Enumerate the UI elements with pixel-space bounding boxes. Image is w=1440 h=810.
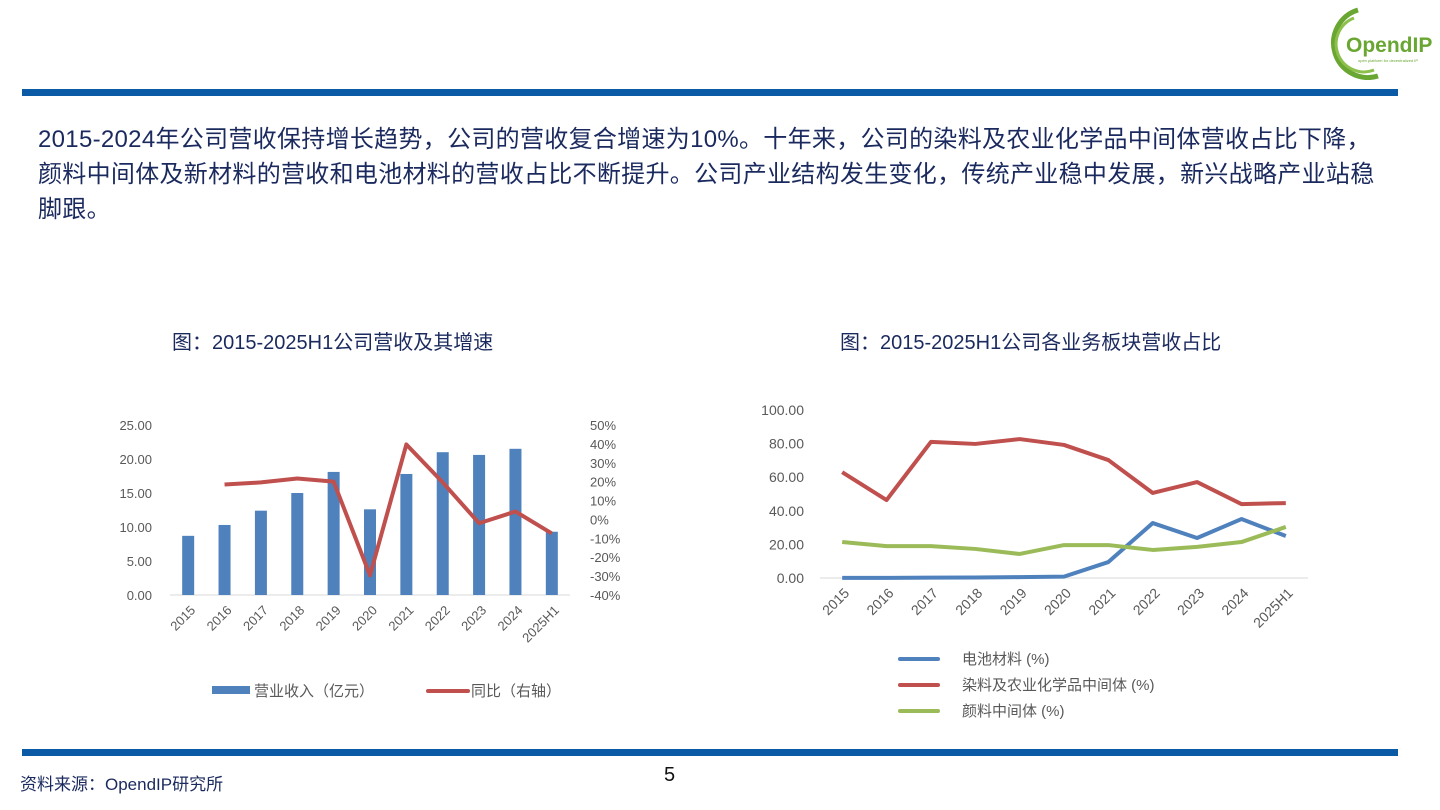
x-axis-label: 2024 <box>1218 585 1251 618</box>
legend-label: 颜料中间体 (%) <box>962 703 1065 720</box>
x-axis-label: 2025H1 <box>1250 585 1296 631</box>
summary-text: 2015-2024年公司营收保持增长趋势，公司的营收复合增速为10%。十年来，公… <box>38 126 1375 223</box>
revenue-bar <box>182 535 195 595</box>
footer-rule <box>22 749 1398 756</box>
x-axis-label: 2020 <box>349 603 380 634</box>
x-axis-label: 2016 <box>204 603 235 634</box>
right-axis-tick: -30% <box>590 569 621 584</box>
right-axis-tick: -40% <box>590 588 621 603</box>
x-axis-label: 2021 <box>385 603 416 634</box>
left-axis-tick: 0.00 <box>127 588 152 603</box>
revenue-bar <box>327 471 340 595</box>
header-rule <box>22 89 1398 96</box>
x-axis-label: 2025H1 <box>519 603 562 646</box>
x-axis-label: 2017 <box>240 603 271 634</box>
x-axis-label: 2023 <box>1174 585 1207 618</box>
revenue-bar <box>509 448 522 595</box>
logo-tagline: open platform for decentralized IP <box>1358 58 1418 63</box>
x-axis-label: 2022 <box>422 603 453 634</box>
x-axis-label: 2015 <box>167 603 198 634</box>
right-axis-tick: 40% <box>590 437 616 452</box>
x-axis-label: 2015 <box>819 585 852 618</box>
left-axis-tick: 15.00 <box>119 486 152 501</box>
revenue-bar <box>218 524 231 595</box>
revenue-bar <box>436 452 449 595</box>
legend-label: 染料及农业化学品中间体 (%) <box>962 677 1155 694</box>
right-axis-tick: 50% <box>590 418 616 433</box>
revenue-bar <box>400 473 413 595</box>
legend-bar-swatch <box>212 686 250 694</box>
source-note: 资料来源：OpendIP研究所 <box>20 775 224 794</box>
x-axis-label: 2023 <box>458 603 489 634</box>
y-axis-tick: 40.00 <box>769 503 804 519</box>
legend-growth: 同比（右轴） <box>471 683 561 700</box>
x-axis-label: 2021 <box>1085 585 1118 618</box>
series-line-0 <box>842 517 1287 580</box>
growth-line <box>224 442 553 578</box>
x-axis-label: 2018 <box>276 603 307 634</box>
right-axis-tick: 0% <box>590 512 609 527</box>
right-figure-title: 图：2015-2025H1公司各业务板块营收占比 <box>840 332 1222 354</box>
x-axis-label: 2022 <box>1130 585 1163 618</box>
x-axis-label: 2016 <box>863 585 896 618</box>
right-axis-tick: 20% <box>590 475 616 490</box>
y-axis-tick: 80.00 <box>769 436 804 452</box>
x-axis-label: 2020 <box>1041 585 1074 618</box>
y-axis-tick: 20.00 <box>769 536 804 552</box>
logo-arc-inner <box>1334 16 1375 74</box>
revenue-growth-chart: 0.00 5.00 10.00 15.00 20.00 25.00 -40% -30% -20%… <box>119 418 621 700</box>
revenue-bar <box>291 493 304 595</box>
x-axis-label: 2024 <box>495 603 526 634</box>
opendip-logo: OpendIP open platform for decentralized … <box>1318 4 1440 80</box>
y-axis-tick: 0.00 <box>777 570 804 586</box>
legend-revenue: 营业收入（亿元） <box>254 683 374 700</box>
legend-label: 电池材料 (%) <box>962 651 1050 668</box>
logo-text: OpendIP <box>1346 34 1432 57</box>
right-axis-tick: -20% <box>590 550 621 565</box>
x-axis-label: 2017 <box>908 585 941 618</box>
logo-arc-outer <box>1331 7 1379 80</box>
left-axis-tick: 10.00 <box>119 520 152 535</box>
revenue-bar <box>545 531 558 595</box>
y-axis-tick: 60.00 <box>769 469 804 485</box>
left-axis-tick: 25.00 <box>119 418 152 433</box>
segment-share-chart: 0.00 20.00 40.00 60.00 80.00 100.00 2015 2016 20… <box>761 402 1308 720</box>
right-axis-tick: 10% <box>590 494 616 509</box>
page-number: 5 <box>664 764 676 786</box>
left-axis-tick: 20.00 <box>119 452 152 467</box>
x-axis-label: 2018 <box>952 585 985 618</box>
revenue-bar <box>254 510 267 595</box>
revenue-bar <box>364 509 376 595</box>
series-line-1 <box>841 437 1286 507</box>
x-axis-label: 2019 <box>313 603 344 634</box>
left-axis-tick: 5.00 <box>127 554 152 569</box>
x-axis-label: 2019 <box>996 585 1029 618</box>
right-axis-tick: -10% <box>590 531 621 546</box>
series-line-2 <box>842 525 1287 556</box>
left-figure-title: 图：2015-2025H1公司营收及其增速 <box>172 332 494 354</box>
y-axis-tick: 100.00 <box>761 402 804 418</box>
right-axis-tick: 30% <box>590 456 616 471</box>
